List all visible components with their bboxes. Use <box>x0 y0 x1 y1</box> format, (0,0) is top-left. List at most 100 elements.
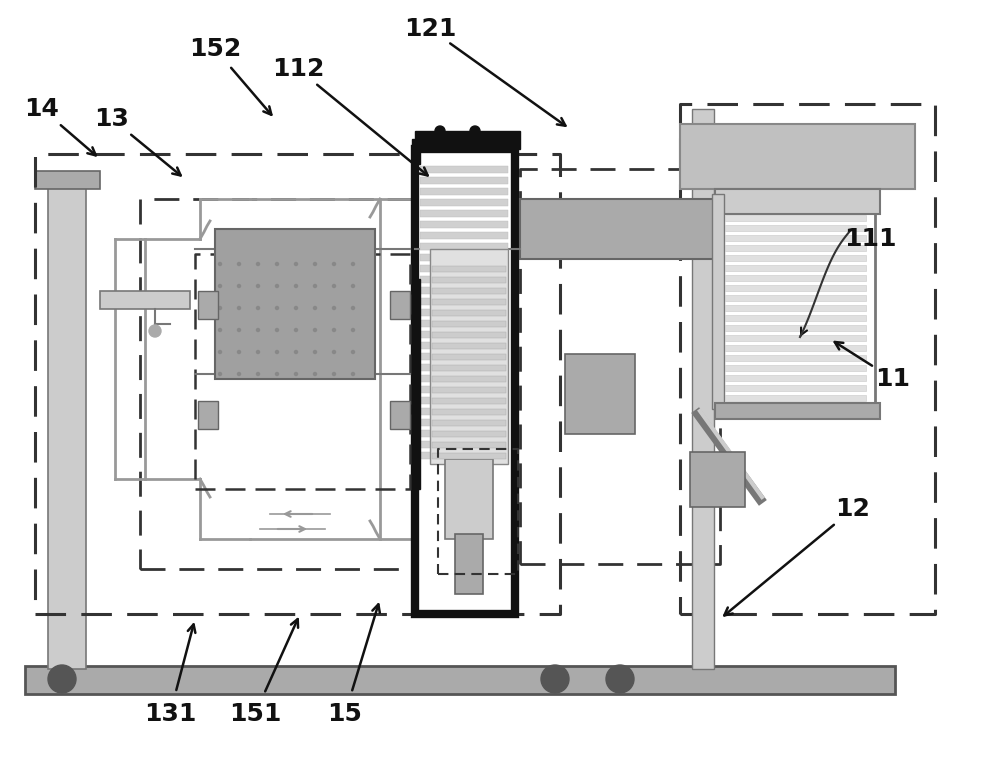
Bar <box>725 215 866 221</box>
Circle shape <box>256 285 260 288</box>
Bar <box>725 305 866 311</box>
Circle shape <box>352 285 354 288</box>
Bar <box>420 342 508 349</box>
Bar <box>420 232 508 239</box>
Bar <box>432 442 506 448</box>
Circle shape <box>218 307 222 309</box>
Bar <box>725 345 866 351</box>
Circle shape <box>332 372 336 375</box>
Bar <box>725 395 866 401</box>
Bar <box>420 254 508 261</box>
Bar <box>725 325 866 331</box>
Bar <box>420 331 508 338</box>
Circle shape <box>256 328 260 331</box>
Bar <box>432 431 506 437</box>
Bar <box>432 332 506 338</box>
Bar <box>432 299 506 305</box>
Bar <box>420 353 508 360</box>
Circle shape <box>149 325 161 337</box>
Bar <box>432 354 506 360</box>
Bar <box>725 285 866 291</box>
Bar <box>725 295 866 301</box>
Circle shape <box>332 328 336 331</box>
Bar <box>420 166 508 173</box>
Circle shape <box>470 126 480 136</box>
Bar <box>432 420 506 426</box>
Bar <box>715 403 880 419</box>
Circle shape <box>276 307 278 309</box>
Circle shape <box>352 372 354 375</box>
Circle shape <box>332 285 336 288</box>
Bar <box>420 419 508 426</box>
Circle shape <box>218 351 222 354</box>
Circle shape <box>276 262 278 265</box>
Bar <box>725 355 866 361</box>
Circle shape <box>294 328 298 331</box>
Bar <box>432 398 506 404</box>
Circle shape <box>256 262 260 265</box>
Circle shape <box>238 262 240 265</box>
Circle shape <box>48 665 76 693</box>
Bar <box>390 401 410 429</box>
Bar <box>725 245 866 251</box>
Bar <box>432 266 506 272</box>
Bar <box>725 335 866 341</box>
Circle shape <box>218 285 222 288</box>
Circle shape <box>294 307 298 309</box>
Text: 15: 15 <box>328 702 362 726</box>
Circle shape <box>314 328 316 331</box>
Circle shape <box>332 262 336 265</box>
Text: 12: 12 <box>836 497 870 521</box>
Circle shape <box>435 126 445 136</box>
Circle shape <box>314 262 316 265</box>
Bar <box>48 179 86 669</box>
Bar <box>100 291 190 309</box>
Circle shape <box>352 262 354 265</box>
Bar <box>432 387 506 393</box>
Bar <box>390 291 410 319</box>
Circle shape <box>218 372 222 375</box>
Bar <box>725 255 866 261</box>
Bar <box>198 291 218 319</box>
Bar <box>455 534 483 594</box>
Bar <box>198 401 218 429</box>
Circle shape <box>276 351 278 354</box>
Text: 131: 131 <box>144 702 196 726</box>
Bar <box>412 279 420 489</box>
Bar <box>712 194 724 409</box>
Bar <box>420 210 508 217</box>
Circle shape <box>314 372 316 375</box>
Circle shape <box>314 307 316 309</box>
Bar <box>415 149 515 614</box>
Bar <box>725 275 866 281</box>
Bar <box>420 276 508 283</box>
Circle shape <box>256 307 260 309</box>
Bar <box>430 249 508 464</box>
Circle shape <box>256 372 260 375</box>
Circle shape <box>276 328 278 331</box>
Circle shape <box>294 351 298 354</box>
Bar <box>692 109 714 669</box>
Bar <box>420 386 508 393</box>
Circle shape <box>238 372 240 375</box>
Circle shape <box>256 351 260 354</box>
Bar <box>420 177 508 184</box>
Bar <box>215 229 375 379</box>
Bar <box>420 309 508 316</box>
Text: 151: 151 <box>229 702 281 726</box>
Circle shape <box>606 665 634 693</box>
Bar <box>445 459 493 539</box>
Bar <box>412 139 420 164</box>
Bar <box>420 221 508 228</box>
Circle shape <box>294 285 298 288</box>
Bar <box>725 265 866 271</box>
Circle shape <box>218 328 222 331</box>
Bar <box>432 310 506 316</box>
Bar <box>415 131 520 149</box>
Bar <box>565 354 635 434</box>
Bar <box>715 189 880 214</box>
Bar <box>725 235 866 241</box>
Bar <box>432 321 506 327</box>
Bar <box>420 265 508 272</box>
Bar <box>432 343 506 349</box>
